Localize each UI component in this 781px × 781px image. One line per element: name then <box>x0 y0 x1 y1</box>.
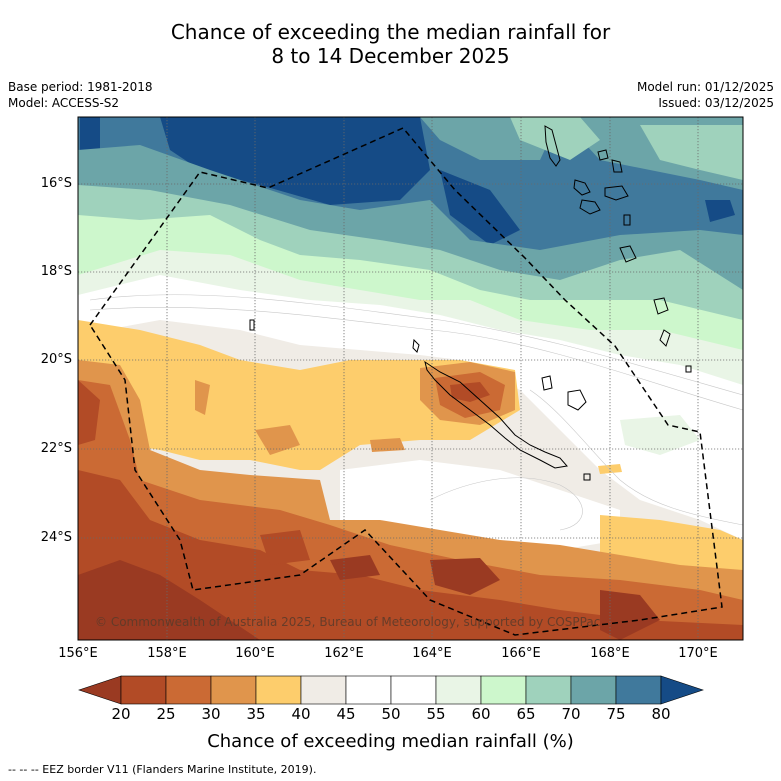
rainfall-field <box>78 117 743 640</box>
colorbar-extend-high <box>660 675 704 705</box>
new-caledonia-coast <box>424 360 568 469</box>
base-period: Base period: 1981-2018 <box>8 80 153 94</box>
colorbar-tick-65: 65 <box>516 705 536 723</box>
colorbar-segment <box>615 675 662 705</box>
colorbar-segment <box>435 675 482 705</box>
issued-date: Issued: 03/12/2025 <box>658 96 774 110</box>
colorbar-tick-55: 55 <box>426 705 446 723</box>
lat-label-24s: 24°S <box>40 530 72 545</box>
lon-label-162e: 162°E <box>324 646 364 661</box>
lon-label-166e: 166°E <box>501 646 541 661</box>
map-frame <box>77 116 744 641</box>
model-run-date: Model run: 01/12/2025 <box>636 80 774 94</box>
map-title-line-1: Chance of exceeding the median rainfall … <box>170 20 611 44</box>
map-title-line-2: 8 to 14 December 2025 <box>271 44 510 68</box>
lon-label-168e: 168°E <box>590 646 630 661</box>
copyright-notice: © Commonwealth of Australia 2025, Bureau… <box>95 615 601 629</box>
colorbar-tick-35: 35 <box>246 705 266 723</box>
lon-label-158e: 158°E <box>147 646 187 661</box>
colorbar-tick-45: 45 <box>336 705 356 723</box>
contour-lines <box>89 294 743 531</box>
lat-label-20s: 20°S <box>40 352 72 367</box>
colorbar-label: Chance of exceeding median rainfall (%) <box>207 731 574 752</box>
lat-label-18s: 18°S <box>40 264 72 279</box>
colorbar-tick-70: 70 <box>561 705 581 723</box>
model-name: Model: ACCESS-S2 <box>8 96 120 110</box>
colorbar-segment <box>345 675 392 705</box>
lon-label-160e: 160°E <box>235 646 275 661</box>
colorbar-segment <box>255 675 302 705</box>
colorbar-segment <box>120 675 167 705</box>
colorbar-segment <box>390 675 437 705</box>
colorbar-tick-25: 25 <box>156 705 176 723</box>
colorbar-segment <box>300 675 347 705</box>
colorbar-extend-low <box>78 675 122 705</box>
lon-label-156e: 156°E <box>58 646 98 661</box>
colorbar-segment <box>210 675 257 705</box>
lon-label-170e: 170°E <box>678 646 718 661</box>
colorbar <box>78 675 704 705</box>
lon-label-164e: 164°E <box>412 646 452 661</box>
graticule <box>78 117 743 640</box>
colorbar-tick-50: 50 <box>381 705 401 723</box>
colorbar-tick-75: 75 <box>606 705 626 723</box>
colorbar-segment <box>165 675 212 705</box>
colorbar-segment <box>480 675 527 705</box>
colorbar-segment <box>525 675 572 705</box>
colorbar-tick-20: 20 <box>111 705 131 723</box>
espiritu-santo-coast <box>544 125 561 167</box>
coastlines <box>249 125 692 481</box>
eez-border <box>89 127 723 636</box>
colorbar-tick-40: 40 <box>291 705 311 723</box>
lat-label-22s: 22°S <box>40 441 72 456</box>
colorbar-tick-80: 80 <box>651 705 671 723</box>
lat-label-16s: 16°S <box>40 176 72 191</box>
colorbar-tick-30: 30 <box>201 705 221 723</box>
colorbar-segment <box>570 675 617 705</box>
colorbar-tick-60: 60 <box>471 705 491 723</box>
eez-footnote: -- -- -- EEZ border V11 (Flanders Marine… <box>8 763 317 776</box>
